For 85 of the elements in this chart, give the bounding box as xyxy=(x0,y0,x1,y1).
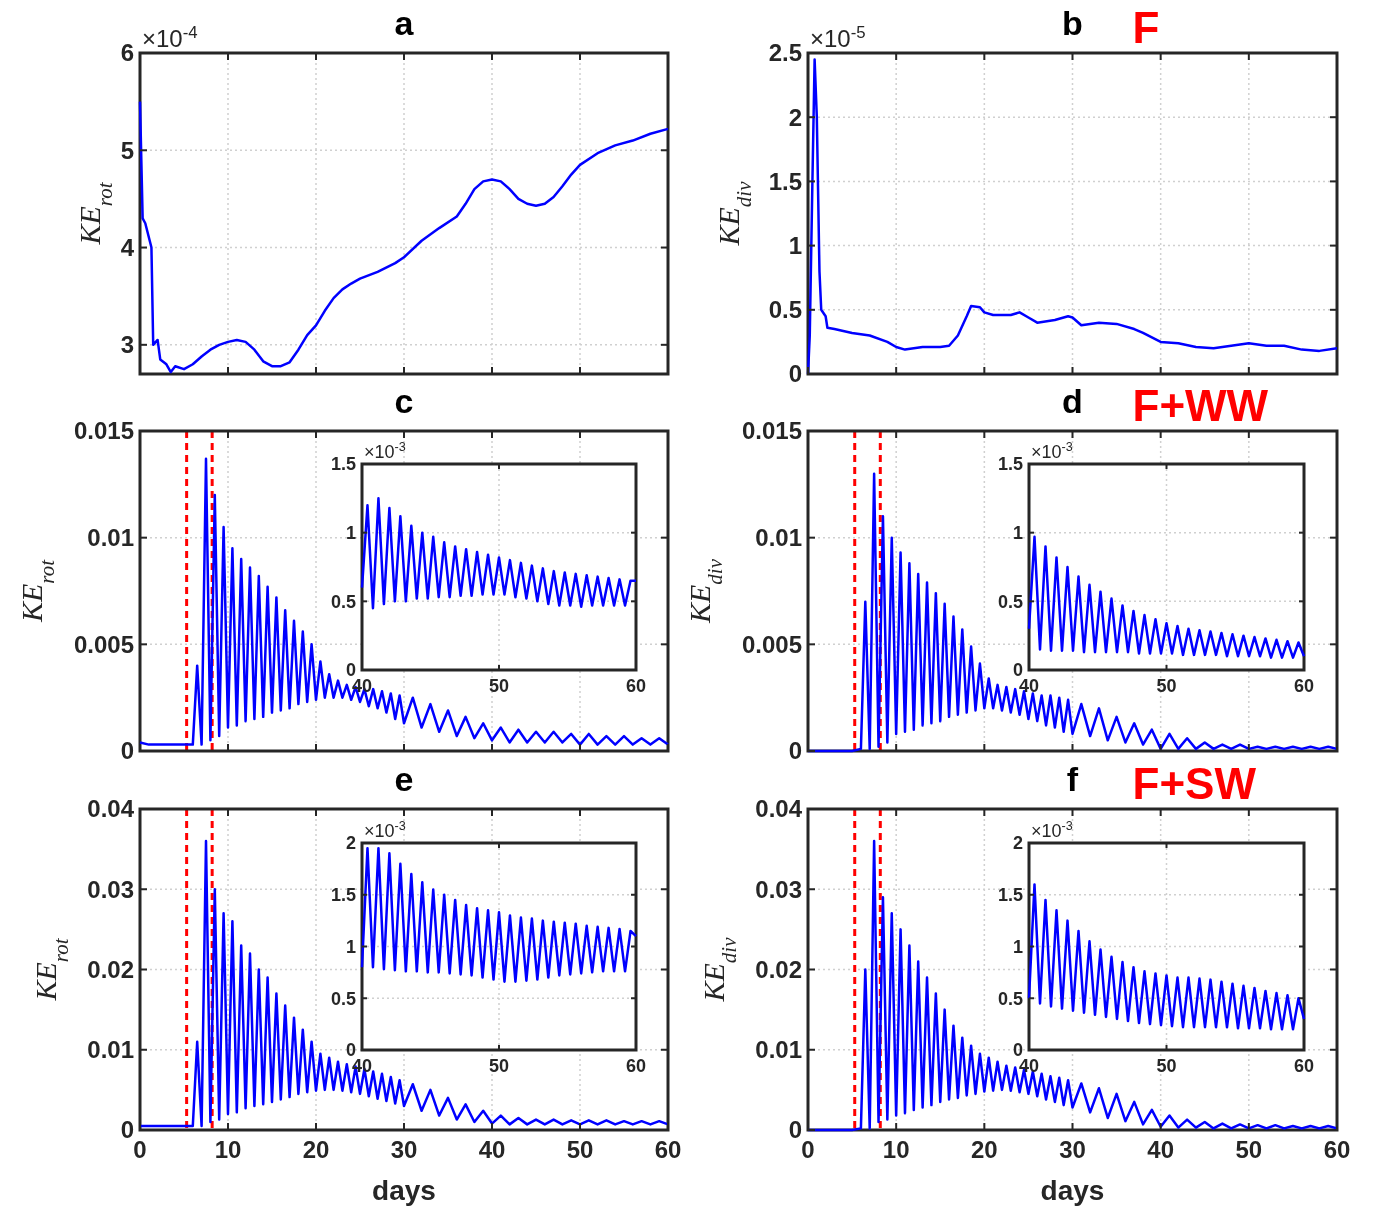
y-tick-label: 2 xyxy=(345,833,356,854)
text: ×10$^{-5}$ xyxy=(810,22,866,52)
y-tick-label: 0 xyxy=(788,360,802,388)
chart-title: b xyxy=(1062,4,1083,42)
x-tick-label: 30 xyxy=(390,1136,418,1163)
x-tick-label: 50 xyxy=(488,1056,510,1076)
x-tick-label: 10 xyxy=(214,1136,242,1163)
y-tick-label: 0.01 xyxy=(755,1036,802,1064)
y-tick-label: 0 xyxy=(788,1116,802,1144)
y-tick-label: 4 xyxy=(120,233,135,261)
y-tick-label: 1 xyxy=(788,232,802,259)
x-tick-label: 60 xyxy=(1293,676,1315,696)
y-tick-label: 0.04 xyxy=(755,795,803,823)
x-tick-label: 40 xyxy=(1147,1136,1175,1163)
annotation: ×10$^{-3}$ xyxy=(364,819,406,841)
line-series xyxy=(138,100,670,374)
x-tick-label: 20 xyxy=(302,1136,330,1163)
y-tick-label: 0 xyxy=(120,737,134,765)
chart-subtitle: F xyxy=(1132,3,1160,52)
y-tick-label: 0.01 xyxy=(87,524,134,552)
y-tick-label: 0.04 xyxy=(87,795,135,823)
annotation: ×10$^{-3}$ xyxy=(364,440,406,462)
y-tick-label: 0.5 xyxy=(330,988,356,1009)
x-tick-label: 60 xyxy=(625,676,647,696)
x-tick-label: 50 xyxy=(1156,1056,1177,1076)
text: ×10$^{-4}$ xyxy=(142,22,198,52)
x-tick-label: 20 xyxy=(970,1136,998,1163)
chart-title: d xyxy=(1062,382,1083,420)
line-series xyxy=(1027,535,1306,659)
y-tick-label: 0.5 xyxy=(330,591,356,612)
y-tick-label: 2 xyxy=(788,103,802,131)
y-tick-label: 1.5 xyxy=(997,885,1023,906)
chart-title: f xyxy=(1066,760,1079,798)
chart-subtitle: F+WW xyxy=(1132,381,1269,430)
line-series xyxy=(360,497,638,610)
y-tick-label: 1.5 xyxy=(768,167,802,195)
x-axis-title: days xyxy=(372,1175,436,1206)
y-tick-label: 1.5 xyxy=(997,454,1023,475)
x-tick-label: 60 xyxy=(625,1056,647,1076)
y-tick-label: 0.5 xyxy=(997,988,1023,1009)
y-tick-label: 0.5 xyxy=(768,296,802,324)
y-tick-label: 1 xyxy=(1012,522,1023,543)
y-tick-label: 0.015 xyxy=(73,417,134,445)
y-tick-label: 1 xyxy=(345,522,356,543)
line-series xyxy=(138,457,670,746)
chart-title: c xyxy=(394,382,414,420)
line-series xyxy=(1027,883,1306,1031)
x-tick-label: 60 xyxy=(1323,1136,1351,1163)
x-tick-label: 50 xyxy=(488,676,510,696)
x-axis-title: days xyxy=(1040,1175,1105,1206)
y-tick-label: 2.5 xyxy=(768,39,802,67)
x-tick-label: 30 xyxy=(1059,1136,1086,1163)
x-tick-label: 50 xyxy=(1235,1136,1263,1163)
chart-subtitle: F+SW xyxy=(1132,759,1257,808)
y-tick-label: 1.5 xyxy=(330,885,356,906)
y-tick-label: 0.03 xyxy=(755,875,802,903)
y-tick-label: 0 xyxy=(788,737,802,765)
y-tick-label: 1 xyxy=(345,936,356,957)
y-tick-label: 0.02 xyxy=(755,955,802,983)
x-tick-label: 50 xyxy=(1156,676,1177,696)
annotation: ×10$^{-3}$ xyxy=(1031,819,1073,841)
y-tick-label: 0.01 xyxy=(87,1036,134,1064)
x-tick-label: 60 xyxy=(654,1136,682,1163)
x-tick-label: 10 xyxy=(882,1136,910,1163)
y-tick-label: 6 xyxy=(120,39,134,67)
chart-title: a xyxy=(394,4,415,42)
line-series xyxy=(360,846,638,983)
annotation: ×10$^{-3}$ xyxy=(1031,440,1073,462)
y-tick-label: 0.01 xyxy=(755,524,802,552)
y-tick-label: 0.015 xyxy=(741,417,802,445)
chart-title: e xyxy=(394,760,414,798)
y-tick-label: 0 xyxy=(120,1116,134,1144)
y-tick-label: 0.03 xyxy=(87,875,134,903)
y-tick-label: 1.5 xyxy=(330,454,356,475)
y-tick-label: 0.005 xyxy=(73,630,134,658)
y-tick-label: 0.02 xyxy=(87,955,134,983)
y-tick-label: 2 xyxy=(1012,833,1023,854)
y-tick-label: 3 xyxy=(120,331,134,359)
x-tick-label: 50 xyxy=(566,1136,594,1163)
x-tick-label: 40 xyxy=(478,1136,506,1163)
y-tick-label: 1 xyxy=(1012,936,1023,957)
y-tick-label: 0.5 xyxy=(997,591,1023,612)
y-tick-label: 5 xyxy=(120,136,134,164)
y-tick-label: 0.005 xyxy=(741,630,802,658)
x-tick-label: 60 xyxy=(1293,1056,1315,1076)
